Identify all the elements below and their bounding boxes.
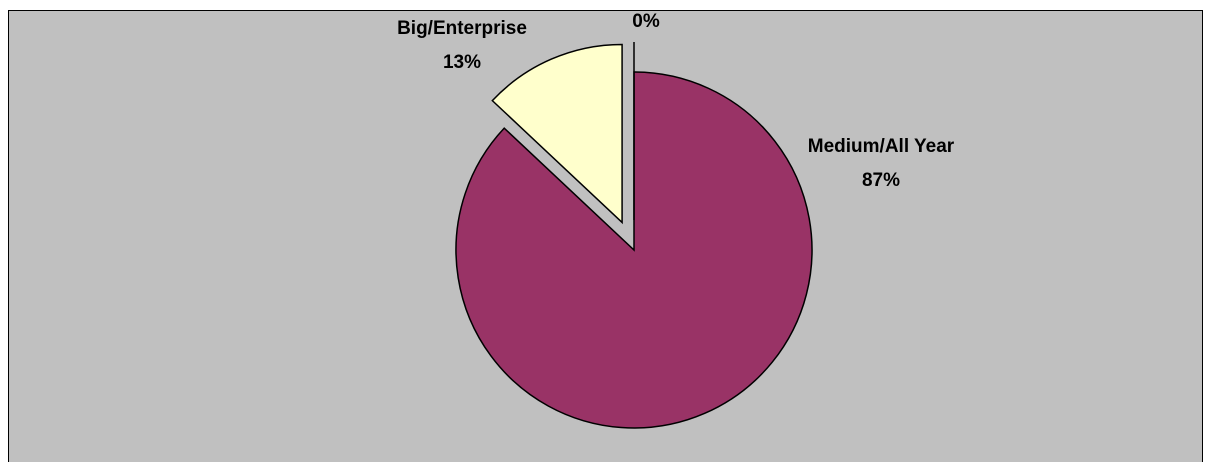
data-label-category: Big/Enterprise — [397, 18, 527, 39]
data-label-2: 0% — [632, 11, 660, 32]
data-label-percent: 87% — [862, 170, 900, 191]
data-label-percent: 0% — [632, 11, 660, 32]
data-label-percent: 13% — [443, 52, 481, 73]
data-label-1: Big/Enterprise 13% — [397, 18, 527, 73]
data-label-category: Medium/All Year — [808, 136, 955, 157]
data-label-0: Medium/All Year 87% — [808, 136, 955, 191]
pie-slices — [456, 42, 812, 428]
